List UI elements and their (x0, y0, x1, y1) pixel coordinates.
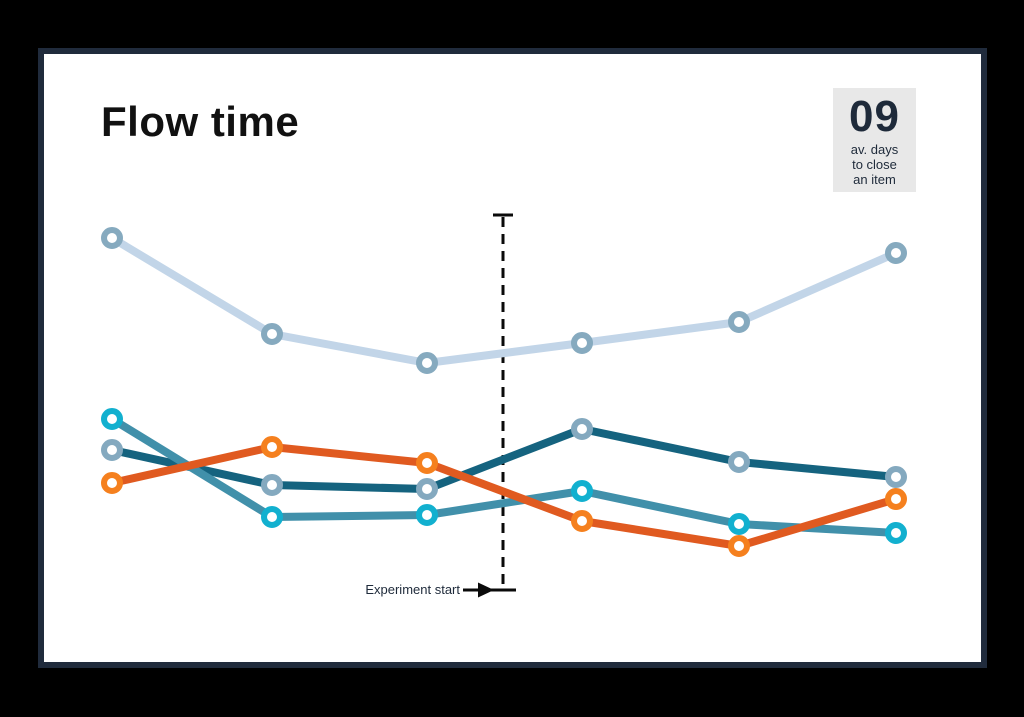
data-point-light-blue (416, 352, 438, 374)
data-point-orange (571, 510, 593, 532)
series-line-orange (108, 443, 900, 550)
data-point-teal (416, 504, 438, 526)
series-line-dark-blue (108, 425, 900, 493)
data-point-light-blue (261, 323, 283, 345)
data-point-teal (571, 480, 593, 502)
data-point-dark-blue (885, 466, 907, 488)
data-point-light-blue (101, 227, 123, 249)
annotation-arrow-head-icon (478, 582, 494, 598)
series-line-teal (108, 415, 900, 537)
data-point-light-blue (728, 311, 750, 333)
series-line-light-blue (108, 234, 900, 367)
data-point-orange (101, 472, 123, 494)
data-point-dark-blue (101, 439, 123, 461)
kpi-value: 09 (849, 92, 900, 141)
data-point-orange (885, 488, 907, 510)
kpi-label-line: av. days (850, 142, 899, 158)
page-title: Flow time (101, 98, 300, 145)
data-point-teal (101, 408, 123, 430)
data-point-orange (728, 535, 750, 557)
kpi-label-line: an item (853, 172, 896, 188)
kpi-badge: 09 av. days to close an item (833, 88, 916, 192)
data-point-dark-blue (728, 451, 750, 473)
data-point-teal (728, 513, 750, 535)
data-point-light-blue (571, 332, 593, 354)
kpi-label-line: to close (852, 157, 897, 173)
data-point-teal (261, 506, 283, 528)
data-point-dark-blue (416, 478, 438, 500)
flow-time-card (38, 48, 987, 668)
data-point-dark-blue (261, 474, 283, 496)
data-point-orange (416, 452, 438, 474)
data-point-dark-blue (571, 418, 593, 440)
data-point-light-blue (885, 242, 907, 264)
data-point-orange (261, 436, 283, 458)
experiment-start-label: Experiment start (365, 582, 460, 597)
kpi-label: av. days to close an item (833, 142, 916, 187)
data-point-teal (885, 522, 907, 544)
